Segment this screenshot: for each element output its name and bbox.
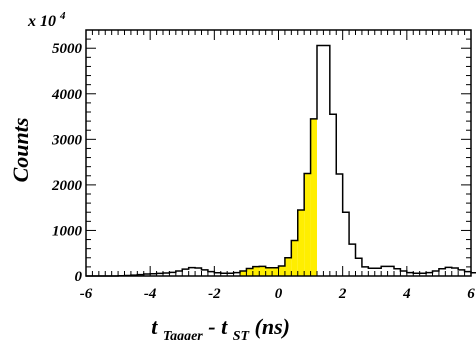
histogram-bar-fill [252, 266, 260, 276]
x-axis-label: t Tagger - t ST (ns) [151, 314, 290, 340]
plot-area: -6 -4 -2 0 2 4 6 0 1000 2000 3000 4000 5000 [51, 29, 476, 302]
y-axis-label: Counts [8, 118, 33, 183]
x-tick-label: 0 [275, 286, 283, 302]
histogram-outline [86, 44, 476, 277]
y-tick-label: 2000 [51, 178, 83, 194]
x-tick-label: 6 [467, 286, 475, 302]
histogram-bar-fill [259, 266, 266, 276]
y-tick-label: 4000 [51, 87, 83, 103]
y-tick-label: 0 [75, 269, 83, 285]
histogram-bar-fill [310, 118, 317, 276]
plot-frame [85, 29, 472, 277]
histogram-bar-fill [304, 173, 311, 276]
x-tick-label: 2 [338, 286, 347, 302]
y-tick-label: 1000 [52, 223, 83, 239]
x-tick-label: -6 [80, 286, 93, 302]
x-tick-label: 4 [402, 286, 411, 302]
histogram-bar-fill [284, 257, 292, 276]
histogram-bar-fill [265, 267, 273, 276]
histogram-bar-fill [240, 270, 247, 276]
x-tick-label: -2 [208, 286, 221, 302]
histogram-bar-fill [246, 268, 253, 276]
y-scale-note: x 10 4 [27, 10, 66, 30]
histogram-bar-fill [278, 265, 285, 276]
y-tick-label: 5000 [52, 41, 83, 57]
histogram-bar-fill [291, 240, 298, 276]
histogram-bar-fill [297, 209, 305, 276]
x-tick-label: -4 [144, 286, 157, 302]
y-tick-label: 3000 [51, 132, 83, 148]
histogram-bar-fill [272, 267, 279, 276]
